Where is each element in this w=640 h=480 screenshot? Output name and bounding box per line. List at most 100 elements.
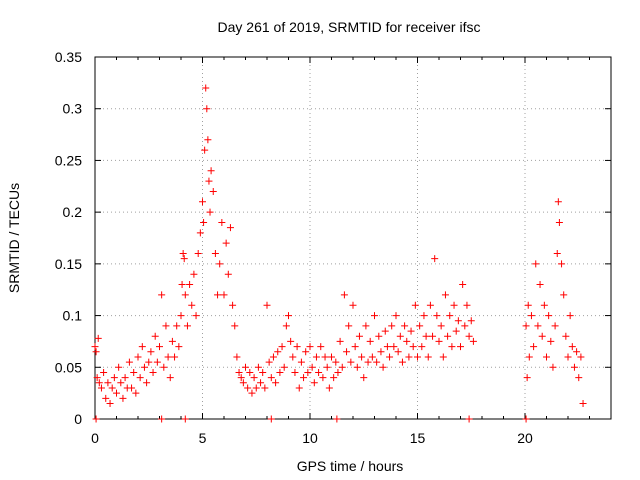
data-point [368,353,376,361]
data-point [276,368,284,376]
data-point [414,353,421,361]
data-point [181,291,189,299]
data-point [205,177,213,185]
data-point [160,363,168,371]
data-point [188,301,196,309]
data-point [250,374,258,382]
data-point [201,146,209,154]
data-point [289,353,297,361]
data-point [317,343,325,351]
data-point [371,312,378,320]
data-point [564,353,572,361]
data-point [147,348,155,356]
data-point [143,379,151,387]
data-point [224,270,232,278]
data-point [194,250,202,258]
data-point [280,363,288,371]
data-point [173,322,181,330]
data-point [333,415,341,423]
data-point [235,368,243,376]
data-point [149,368,157,376]
data-point [214,291,222,299]
data-point [177,312,185,320]
data-point [396,332,404,340]
data-point [545,312,553,320]
data-point [538,332,546,340]
data-point [204,136,212,144]
data-point [522,415,530,423]
data-point [156,343,163,351]
data-point [134,353,142,361]
data-point [145,358,153,366]
data-point [274,348,282,356]
data-point [252,384,260,392]
data-point [452,327,460,335]
data-point [530,343,538,351]
data-point [394,348,402,356]
data-point [360,374,368,382]
data-point [403,337,411,345]
data-point [437,322,445,330]
data-point [304,368,312,376]
data-point [555,218,563,226]
data-point [577,353,585,361]
data-point [459,281,467,289]
data-point [242,363,249,371]
y-tick-label: 0 [74,411,82,427]
y-tick-label: 0.25 [55,152,82,168]
data-point [377,348,385,356]
data-point [226,224,234,232]
data-point [125,358,133,366]
data-point [532,260,540,268]
data-point [343,348,351,356]
data-point [113,389,120,397]
data-point [130,368,138,376]
data-point [138,343,146,351]
data-point [220,291,228,299]
chart-title: Day 261 of 2019, SRMTID for receiver ifs… [218,19,481,35]
data-point [278,343,286,351]
data-point [340,291,348,299]
data-point [388,322,396,330]
data-point [562,332,570,340]
data-point [239,379,247,387]
data-point [392,312,400,320]
data-point [310,379,318,387]
data-point [151,332,159,340]
data-point [285,312,292,320]
data-point [435,337,443,345]
data-point [469,337,477,345]
data-point [306,343,314,351]
data-point [267,374,275,382]
data-point [199,198,206,206]
data-point [293,343,301,351]
data-point [321,353,329,361]
data-point [375,332,383,340]
data-point [121,374,129,382]
data-point [551,322,559,330]
data-point [573,348,581,356]
data-point [450,301,458,309]
data-point [524,301,532,309]
y-tick-labels: 0 0.05 0.1 0.15 0.2 0.25 0.3 0.35 [55,49,82,427]
data-point [454,317,462,325]
data-point [192,312,200,320]
data-point [312,353,320,361]
data-point [411,301,419,309]
data-point [93,374,101,382]
data-point [91,343,99,351]
axis-ticks [94,56,611,420]
data-point [351,343,359,351]
data-point [97,384,105,392]
y-tick-label: 0.05 [55,359,82,375]
data-point [261,384,269,392]
data-point [100,368,108,376]
data-point [325,384,333,392]
data-point [140,363,148,371]
data-point [566,312,574,320]
data-point [218,218,226,226]
y-tick-label: 0.35 [55,49,82,65]
data-point [358,353,366,361]
data-point [418,343,426,351]
data-points [91,84,587,423]
